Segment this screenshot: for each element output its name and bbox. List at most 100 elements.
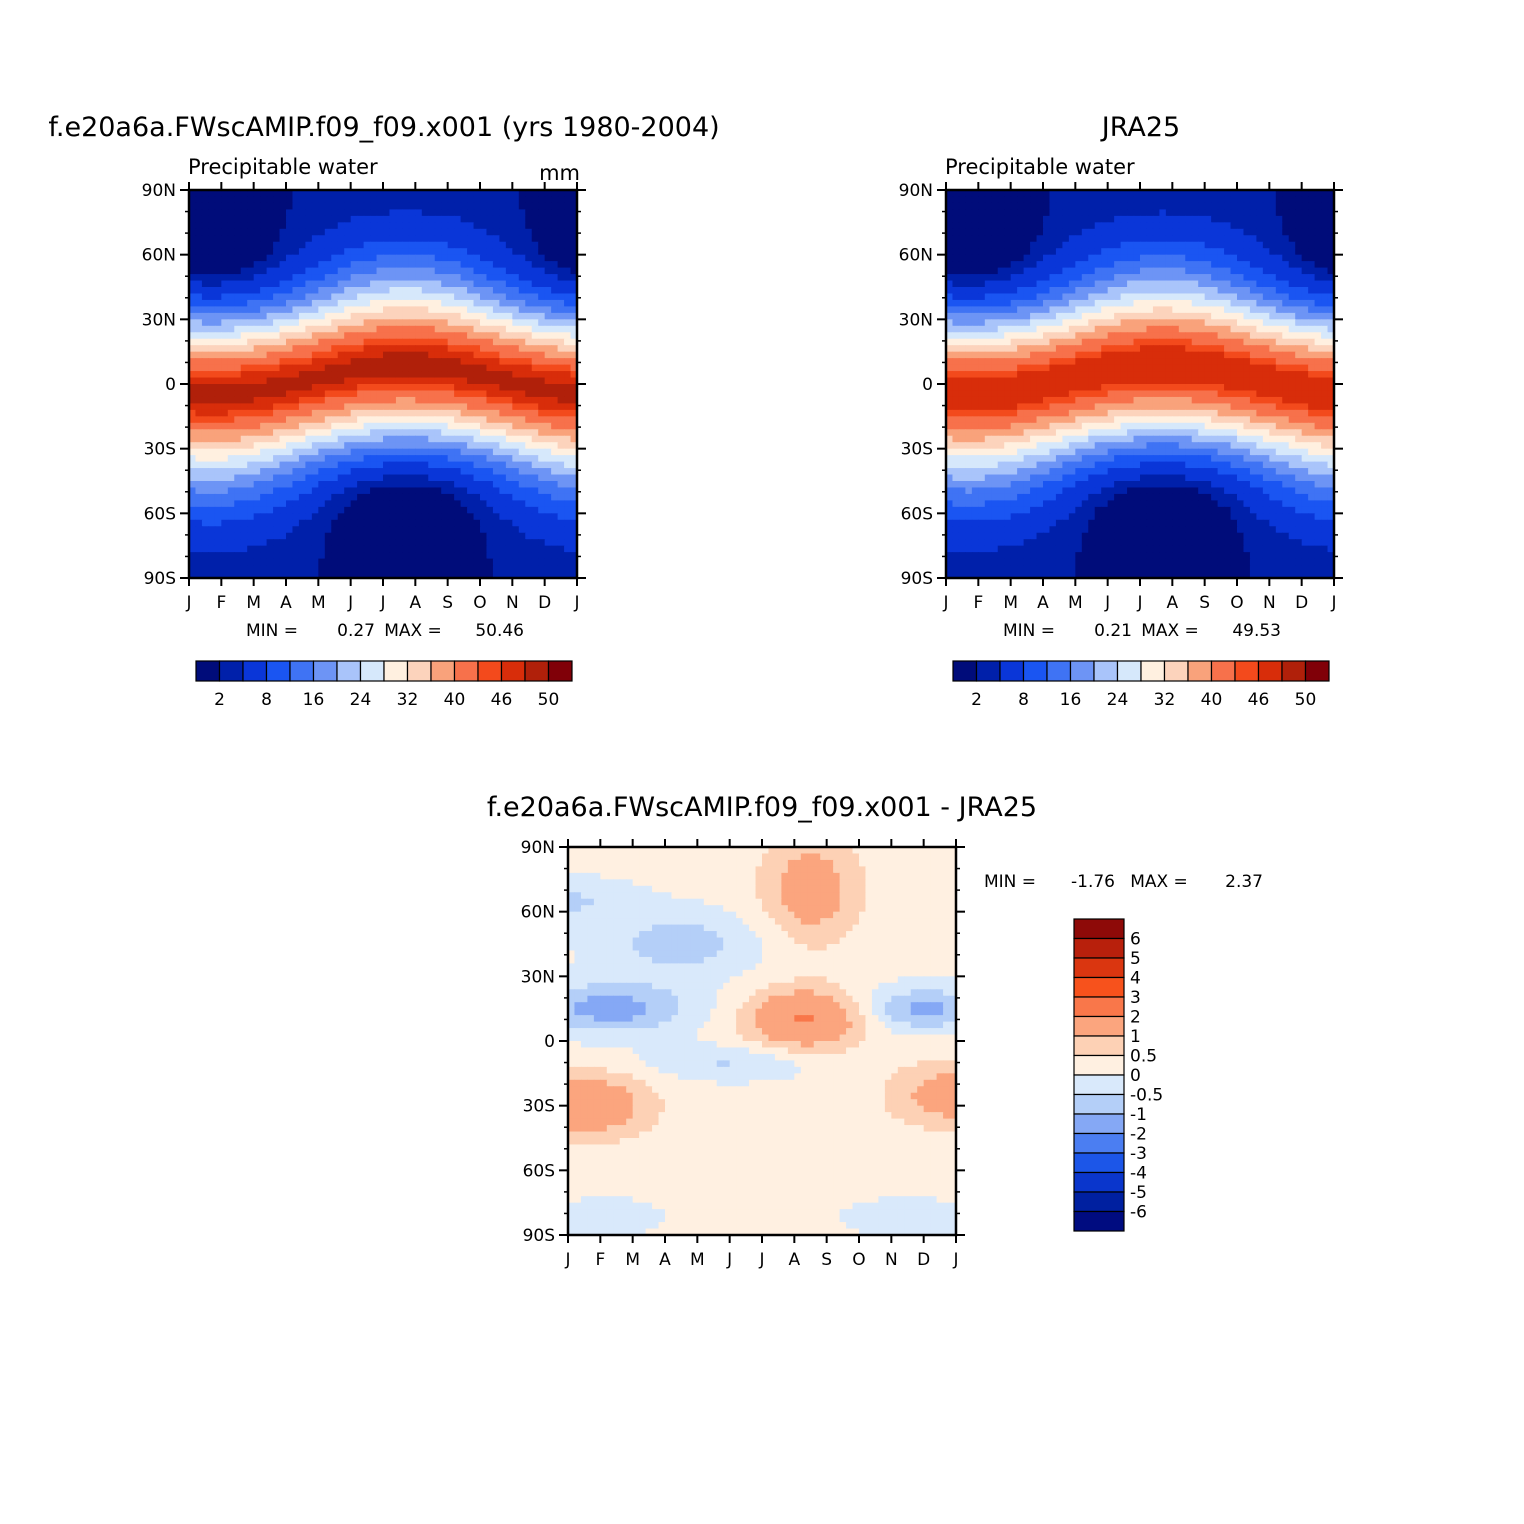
contour-cell [531,196,539,204]
contour-cell [946,299,954,307]
contour-cell [454,235,462,243]
contour-cell [376,319,384,327]
contour-cell [408,422,416,430]
contour-cell [551,429,559,437]
contour-cell [195,306,203,314]
contour-cell [376,371,384,379]
contour-cell [531,248,539,256]
contour-cell [363,558,371,566]
contour-cell [480,228,488,236]
contour-cell [473,209,481,217]
contour-cell [531,299,539,307]
contour-cell [253,526,261,534]
contour-cell [1030,306,1038,314]
contour-cell [1262,274,1270,282]
contour-cell [292,345,300,353]
contour-cell [253,487,261,495]
contour-cell [997,248,1005,256]
contour-cell [201,332,209,340]
contour-cell [253,571,261,579]
contour-cell [214,248,222,256]
contour-cell [357,312,365,320]
contour-cell [1043,287,1051,295]
contour-cell [1159,222,1167,230]
contour-cell [383,506,391,514]
contour-cell [480,196,488,204]
contour-cell [1088,312,1096,320]
contour-cell [499,254,507,262]
contour-cell [298,384,306,392]
contour-cell [376,287,384,295]
contour-cell [1275,299,1283,307]
contour-cell [551,435,559,443]
contour-cell [1017,190,1025,198]
contour-cell [454,442,462,450]
contour-cell [402,409,410,417]
contour-cell [311,506,319,514]
contour-cell [344,558,352,566]
contour-cell [421,299,429,307]
contour-cell [208,325,216,333]
contour-cell [1327,274,1335,282]
contour-cell [305,493,313,501]
contour-cell [1191,287,1199,295]
contour-cell [189,539,197,547]
contour-cell [1262,280,1270,288]
contour-cell [240,202,248,210]
contour-cell [240,209,248,217]
contour-cell [531,351,539,359]
contour-cell [1049,202,1057,210]
contour-cell [997,325,1005,333]
contour-cell [201,539,209,547]
contour-cell [486,306,494,314]
contour-cell [376,280,384,288]
contour-cell [240,526,248,534]
contour-cell [376,209,384,217]
contour-cell [240,545,248,553]
contour-cell [318,474,326,482]
contour-cell [247,215,255,223]
contour-cell [370,228,378,236]
contour-cell [499,409,507,417]
contour-cell [408,558,416,566]
contour-cell [454,215,462,223]
contour-cell [531,481,539,489]
contour-cell [965,202,973,210]
contour-cell [1062,196,1070,204]
contour-cell [544,202,552,210]
contour-cell [1055,190,1063,198]
contour-cell [395,248,403,256]
contour-cell [486,545,494,553]
contour-cell [486,416,494,424]
contour-cell [234,416,242,424]
contour-cell [499,345,507,353]
contour-cell [499,487,507,495]
contour-cell [492,571,500,579]
contour-cell [389,487,397,495]
contour-cell [512,526,520,534]
contour-cell [1314,319,1322,327]
contour-cell [253,190,261,198]
contour-cell [1062,241,1070,249]
contour-cell [208,312,216,320]
contour-cell [370,235,378,243]
contour-cell [383,196,391,204]
contour-cell [1172,312,1180,320]
contour-cell [195,500,203,508]
contour-cell [1146,254,1154,262]
contour-cell [227,267,235,275]
contour-cell [344,190,352,198]
contour-cell [1152,196,1160,204]
contour-cell [454,196,462,204]
contour-cell [1101,196,1109,204]
contour-cell [234,435,242,443]
contour-cell [1146,312,1154,320]
contour-cell [363,481,371,489]
contour-cell [286,345,294,353]
contour-cell [480,215,488,223]
contour-cell [544,364,552,372]
contour-cell [531,332,539,340]
contour-cell [997,267,1005,275]
contour-cell [538,429,546,437]
